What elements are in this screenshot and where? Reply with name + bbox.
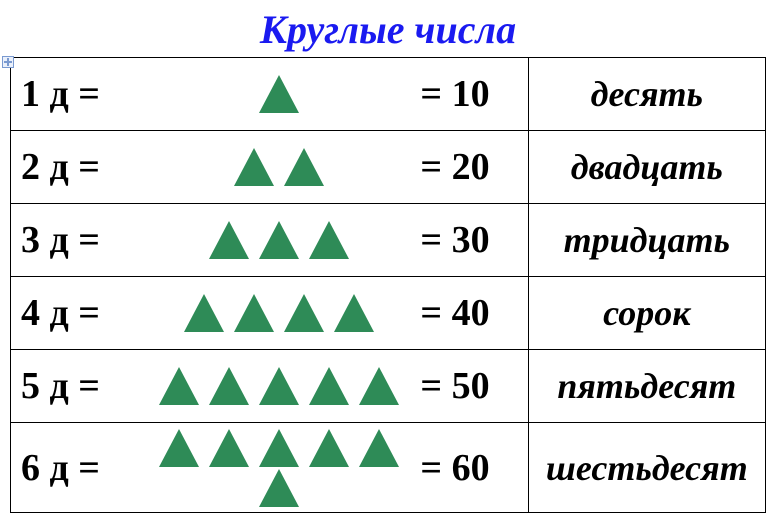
table-row: 6 д = = 60шестьдесят [11, 423, 766, 513]
triangle-icon [159, 367, 199, 405]
anchor-marker-icon [2, 56, 14, 68]
page-title: Круглые числа [0, 0, 776, 57]
row-left-label: 3 д = [11, 204, 139, 277]
row-triangles [138, 350, 420, 423]
table-body: 1 д = = 10десять 2 д = = 20двадцать 3 д = = 3… [11, 58, 766, 513]
row-equals-value: = 10 [420, 58, 528, 131]
row-left-label: 1 д = [11, 58, 139, 131]
triangle-icon [309, 429, 349, 467]
table-row: 5 д = = 50пятьдесят [11, 350, 766, 423]
row-word: шестьдесят [528, 423, 765, 513]
triangle-icon [259, 75, 299, 113]
row-word: двадцать [528, 131, 765, 204]
row-triangles [138, 131, 420, 204]
row-word: тридцать [528, 204, 765, 277]
row-equals-value: = 40 [420, 277, 528, 350]
row-triangles [138, 204, 420, 277]
row-equals-value: = 50 [420, 350, 528, 423]
row-equals-value: = 30 [420, 204, 528, 277]
triangle-icon [209, 367, 249, 405]
row-left-label: 2 д = [11, 131, 139, 204]
triangle-icon [259, 429, 299, 467]
triangle-icon [259, 469, 299, 507]
triangle-icon [309, 221, 349, 259]
triangle-icon [184, 294, 224, 332]
row-triangles [138, 277, 420, 350]
triangle-icon [259, 367, 299, 405]
triangle-icon [359, 367, 399, 405]
triangle-icon [309, 367, 349, 405]
triangle-icon [359, 429, 399, 467]
row-left-label: 5 д = [11, 350, 139, 423]
triangle-icon [284, 294, 324, 332]
table-row: 1 д = = 10десять [11, 58, 766, 131]
triangle-icon [284, 148, 324, 186]
table-row: 4 д = = 40сорок [11, 277, 766, 350]
row-equals-value: = 20 [420, 131, 528, 204]
row-triangles [138, 58, 420, 131]
row-word: сорок [528, 277, 765, 350]
row-left-label: 6 д = [11, 423, 139, 513]
triangle-icon [159, 429, 199, 467]
triangle-icon [259, 221, 299, 259]
table-row: 3 д = = 30тридцать [11, 204, 766, 277]
row-triangles [138, 423, 420, 513]
table-row: 2 д = = 20двадцать [11, 131, 766, 204]
triangle-icon [209, 221, 249, 259]
triangle-icon [209, 429, 249, 467]
triangle-icon [234, 294, 274, 332]
row-word: десять [528, 58, 765, 131]
numbers-table: 1 д = = 10десять 2 д = = 20двадцать 3 д = = 3… [10, 57, 766, 513]
triangle-icon [234, 148, 274, 186]
row-left-label: 4 д = [11, 277, 139, 350]
triangle-icon [334, 294, 374, 332]
page-container: Круглые числа 1 д = = 10десять 2 д = = 20дв… [0, 0, 776, 513]
row-equals-value: = 60 [420, 423, 528, 513]
row-word: пятьдесят [528, 350, 765, 423]
